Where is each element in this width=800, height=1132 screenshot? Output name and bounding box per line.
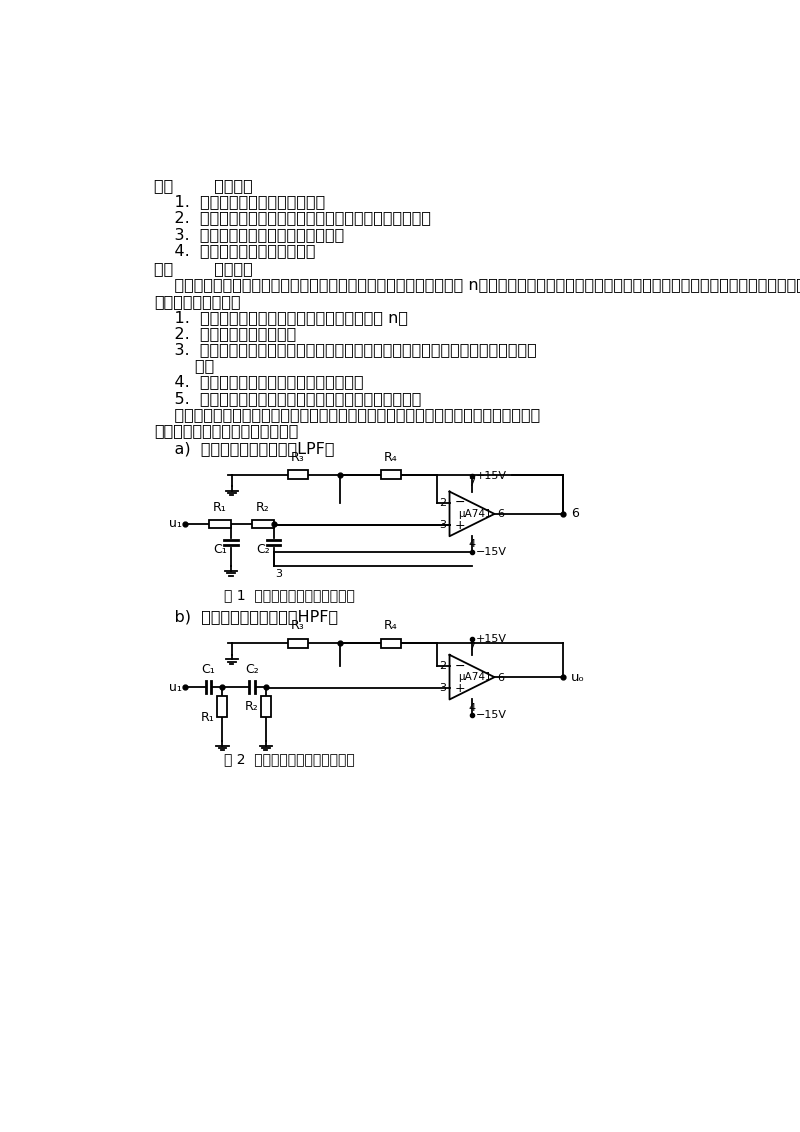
- Text: 一、        实验目的: 一、 实验目的: [154, 178, 253, 194]
- Text: −: −: [455, 496, 466, 509]
- Text: +: +: [455, 518, 466, 532]
- Text: μA741: μA741: [458, 509, 492, 518]
- Text: 根据滤波器所能通过信号的频率范围或阻带信号频率范围的不同，滤波器可分为低通、: 根据滤波器所能通过信号的频率范围或阻带信号频率范围的不同，滤波器可分为低通、: [154, 406, 541, 422]
- Text: 7: 7: [469, 642, 475, 652]
- Text: C₂: C₂: [256, 543, 270, 556]
- Text: 3: 3: [275, 568, 282, 578]
- Text: 4.  解方程组求出电路中元件的具体数值。: 4. 解方程组求出电路中元件的具体数值。: [154, 375, 364, 389]
- Text: R₁: R₁: [201, 711, 214, 724]
- Bar: [261, 696, 271, 718]
- Text: C₂: C₂: [245, 663, 258, 677]
- Text: 组。: 组。: [154, 359, 214, 374]
- Text: 6: 6: [497, 672, 504, 683]
- Text: 2: 2: [439, 498, 446, 508]
- Text: C₁: C₁: [202, 663, 215, 677]
- Text: R₃: R₃: [290, 619, 305, 633]
- Bar: [218, 696, 227, 718]
- Text: +15V: +15V: [476, 634, 507, 644]
- Text: R₁: R₁: [214, 501, 227, 514]
- Text: 图 2  压控电压源二阶高通滤波器: 图 2 压控电压源二阶高通滤波器: [224, 753, 354, 766]
- Text: 3: 3: [439, 520, 446, 530]
- Text: u₁: u₁: [169, 680, 182, 694]
- Text: 3.  根据电路的传递函数和归一化滤波器传递函数的分母多项式，建立起系数的方程: 3. 根据电路的传递函数和归一化滤波器传递函数的分母多项式，建立起系数的方程: [154, 342, 537, 358]
- Text: R₂: R₂: [244, 700, 258, 713]
- Text: −: −: [455, 660, 466, 672]
- Text: 1.  根据阻带衰减速率要求，确定滤波器的阶数 n。: 1. 根据阻带衰减速率要求，确定滤波器的阶数 n。: [154, 310, 408, 325]
- Bar: [381, 640, 401, 648]
- Text: −15V: −15V: [476, 547, 507, 557]
- Text: 2.  选择具体的电路形式。: 2. 选择具体的电路形式。: [154, 326, 297, 341]
- Text: 4.  了解电路软件的仳真方法。: 4. 了解电路软件的仳真方法。: [154, 243, 316, 258]
- Text: 6: 6: [497, 509, 504, 518]
- Text: 二、        实验原理: 二、 实验原理: [154, 261, 253, 276]
- Text: 1.  掌握滤波器的滤波性能特点。: 1. 掌握滤波器的滤波性能特点。: [154, 195, 326, 209]
- Text: R₄: R₄: [384, 451, 398, 464]
- Text: +15V: +15V: [476, 471, 507, 481]
- Text: R₃: R₃: [290, 451, 305, 464]
- Text: +: +: [455, 681, 466, 695]
- Text: u₁: u₁: [169, 517, 182, 531]
- Text: 4: 4: [469, 539, 475, 549]
- Text: 2.  掌握常规模拟滤波器的设计、实现、调试、测试方法。: 2. 掌握常规模拟滤波器的设计、实现、调试、测试方法。: [154, 211, 431, 225]
- Bar: [210, 520, 231, 529]
- Text: −15V: −15V: [476, 710, 507, 720]
- Text: b)  有源二阶高通滤波器（HPF）: b) 有源二阶高通滤波器（HPF）: [154, 609, 338, 624]
- Text: 有源滤波器的设计，就是根据所给定的指标要求，确定滤波器的结析 n，选择具体的电路形式，算出电路中各元件的具体数值，安装电路和调试，使设计的滤波器满足指标要: 有源滤波器的设计，就是根据所给定的指标要求，确定滤波器的结析 n，选择具体的电路…: [154, 277, 800, 292]
- Text: 5.  安装电路并进行调试，使电路的性能满足指标要求。: 5. 安装电路并进行调试，使电路的性能满足指标要求。: [154, 391, 422, 405]
- Text: 3.  掌握滤波器主要参数的调试方法。: 3. 掌握滤波器主要参数的调试方法。: [154, 226, 345, 242]
- Text: 2: 2: [439, 661, 446, 671]
- Text: 7: 7: [469, 479, 475, 489]
- Text: 求，具体步骤如下：: 求，具体步骤如下：: [154, 293, 241, 309]
- Text: a)  有源二阶低通滤波器（LPF）: a) 有源二阶低通滤波器（LPF）: [154, 441, 334, 456]
- Bar: [287, 640, 308, 648]
- Text: C₁: C₁: [214, 543, 227, 556]
- Text: R₄: R₄: [384, 619, 398, 633]
- Text: 6: 6: [571, 507, 579, 521]
- Bar: [252, 520, 274, 529]
- Text: 图 1  压控电压源二阶低通滤波器: 图 1 压控电压源二阶低通滤波器: [224, 588, 355, 602]
- Text: uₒ: uₒ: [571, 670, 586, 684]
- Text: μA741: μA741: [458, 672, 492, 683]
- Text: 高通、带通与带阻等四种滤波器。: 高通、带通与带阻等四种滤波器。: [154, 423, 298, 438]
- Bar: [381, 471, 401, 479]
- Text: 4: 4: [469, 703, 475, 712]
- Text: R₂: R₂: [256, 501, 270, 514]
- Text: 3: 3: [439, 684, 446, 693]
- Bar: [287, 471, 308, 479]
